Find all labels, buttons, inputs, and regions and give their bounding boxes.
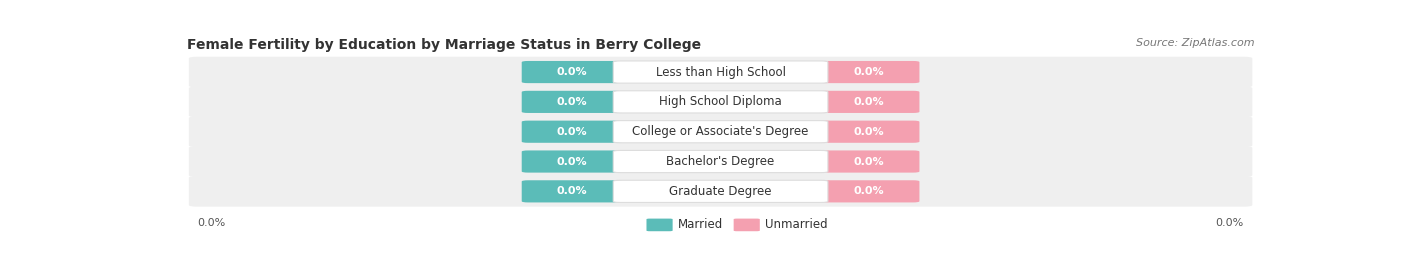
FancyBboxPatch shape [188,87,1253,117]
FancyBboxPatch shape [522,150,621,173]
FancyBboxPatch shape [613,121,828,143]
FancyBboxPatch shape [613,150,828,173]
Text: 0.0%: 0.0% [853,67,884,77]
Text: High School Diploma: High School Diploma [659,95,782,108]
FancyBboxPatch shape [188,116,1253,147]
FancyBboxPatch shape [522,61,621,83]
FancyBboxPatch shape [613,61,828,83]
FancyBboxPatch shape [820,180,920,203]
Text: Unmarried: Unmarried [765,218,828,231]
FancyBboxPatch shape [188,57,1253,87]
FancyBboxPatch shape [647,219,672,231]
Text: 0.0%: 0.0% [853,186,884,196]
Text: 0.0%: 0.0% [557,97,588,107]
FancyBboxPatch shape [820,150,920,173]
FancyBboxPatch shape [522,91,621,113]
Text: Source: ZipAtlas.com: Source: ZipAtlas.com [1136,38,1254,48]
Text: Married: Married [678,218,723,231]
FancyBboxPatch shape [820,61,920,83]
Text: Bachelor's Degree: Bachelor's Degree [666,155,775,168]
Text: 0.0%: 0.0% [853,157,884,167]
Text: 0.0%: 0.0% [853,127,884,137]
Text: 0.0%: 0.0% [557,67,588,77]
FancyBboxPatch shape [820,121,920,143]
FancyBboxPatch shape [188,146,1253,177]
Text: 0.0%: 0.0% [197,218,226,228]
FancyBboxPatch shape [613,180,828,203]
FancyBboxPatch shape [820,91,920,113]
Text: 0.0%: 0.0% [557,186,588,196]
Text: College or Associate's Degree: College or Associate's Degree [633,125,808,138]
Text: Female Fertility by Education by Marriage Status in Berry College: Female Fertility by Education by Marriag… [187,38,700,52]
FancyBboxPatch shape [613,91,828,113]
FancyBboxPatch shape [522,121,621,143]
Text: 0.0%: 0.0% [853,97,884,107]
Text: 0.0%: 0.0% [557,127,588,137]
Text: 0.0%: 0.0% [557,157,588,167]
FancyBboxPatch shape [522,180,621,203]
FancyBboxPatch shape [734,219,759,231]
FancyBboxPatch shape [188,176,1253,207]
Text: Graduate Degree: Graduate Degree [669,185,772,198]
Text: Less than High School: Less than High School [655,66,786,79]
Text: 0.0%: 0.0% [1215,218,1244,228]
